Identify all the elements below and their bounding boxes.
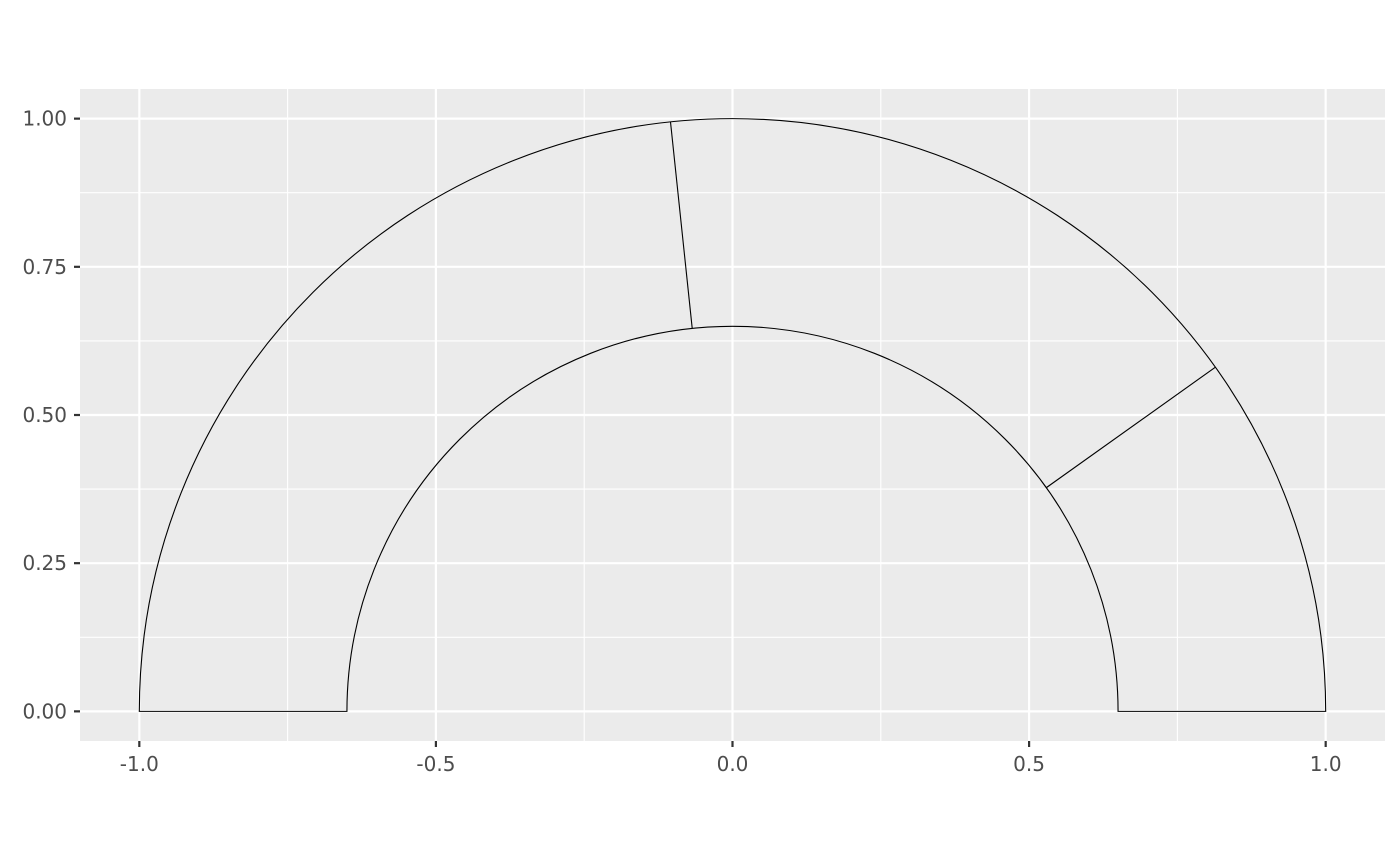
- y-tick-label: 0.25: [22, 551, 67, 575]
- y-tick-label: 1.00: [22, 107, 67, 131]
- gauge-divider: [1046, 366, 1216, 489]
- x-tick-label: 1.0: [1310, 752, 1342, 776]
- x-tick-label: 0.0: [717, 752, 749, 776]
- axes: -1.0 -0.5 0.0 0.5 1.0 0.00 0.25 0.50 0.75 1.00: [22, 107, 1341, 776]
- gauge-dividers: [669, 121, 1216, 489]
- major-gridlines: [80, 89, 1385, 741]
- x-tick-label: -1.0: [120, 752, 159, 776]
- gauge-divider: [669, 121, 693, 329]
- y-tick-label: 0.00: [22, 699, 67, 723]
- x-tick-label: 0.5: [1013, 752, 1045, 776]
- y-tick-label: 0.75: [22, 255, 67, 279]
- y-tick-label: 0.50: [22, 403, 67, 427]
- x-tick-label: -0.5: [416, 752, 455, 776]
